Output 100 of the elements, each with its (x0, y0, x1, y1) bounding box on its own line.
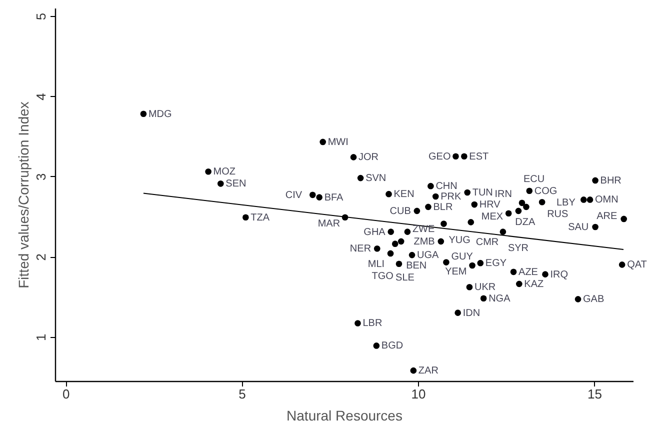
annotation: CIV (285, 190, 302, 201)
annotation: KEN (394, 189, 414, 200)
annotation: GAB (583, 294, 604, 306)
point (387, 250, 394, 257)
annotation: EGY (485, 258, 507, 270)
point (388, 228, 394, 235)
point (414, 208, 420, 214)
annotation: CMR (476, 237, 499, 248)
y-tick-label: 1 (34, 334, 48, 341)
annotation: TGO (372, 270, 394, 282)
annotation: BFA (324, 192, 344, 204)
point (428, 182, 434, 190)
annotation: ZAR (418, 366, 438, 377)
annotation: ZMB (414, 236, 436, 248)
annotation: MEX (481, 211, 504, 222)
annotation: TUN (472, 187, 493, 198)
point (320, 138, 326, 146)
annotation: YEM (445, 266, 467, 278)
point (538, 198, 546, 206)
point (438, 238, 444, 245)
point (464, 189, 471, 196)
point (373, 342, 380, 349)
point (518, 200, 526, 206)
annotation: BEN (406, 260, 427, 272)
point (452, 153, 459, 160)
x-tick-label: 15 (587, 386, 602, 402)
point (374, 245, 380, 252)
y-tick-label: 5 (34, 12, 48, 20)
annotation: GHA (364, 226, 386, 238)
point (516, 280, 522, 288)
annotation: BHR (600, 175, 622, 186)
annotation: JOR (358, 152, 379, 164)
annotation: MLI (368, 258, 385, 270)
point (217, 180, 224, 187)
point (425, 204, 432, 210)
point (354, 320, 361, 326)
x-tick-label: 10 (411, 386, 426, 402)
point (408, 252, 416, 258)
annotation: NER (350, 244, 372, 255)
point (618, 262, 626, 268)
annotation: IRN (494, 188, 512, 200)
annotation: CUB (390, 206, 412, 217)
annotation: UKR (474, 282, 496, 294)
annotation: SAU (568, 222, 589, 233)
point (592, 224, 598, 230)
point (477, 260, 484, 266)
point (505, 210, 512, 217)
annotation: CHN (436, 181, 458, 192)
point (620, 216, 627, 222)
point (316, 194, 322, 200)
point (350, 154, 357, 160)
point (471, 201, 478, 208)
annotation: SYR (508, 242, 529, 254)
annotation: EST (469, 151, 489, 162)
point (510, 268, 517, 276)
point (205, 168, 212, 175)
annotation: BGD (381, 340, 404, 352)
annotation: MOZ (213, 166, 236, 178)
point (404, 228, 411, 235)
point (592, 177, 598, 184)
annotation: MWI (328, 136, 348, 148)
annotation: AZE (518, 266, 538, 278)
annotation: HRV (479, 200, 501, 211)
y-tick-label: 2 (34, 254, 48, 261)
point (242, 214, 249, 221)
point (396, 260, 402, 268)
annotation: IDN (462, 308, 480, 319)
annotation: UGA (417, 250, 440, 262)
annotation: DZA (515, 216, 536, 228)
point (468, 219, 474, 226)
point (469, 262, 476, 269)
annotation: TZA (250, 212, 270, 224)
point (440, 220, 447, 227)
x-axis-title: Natural Resources (286, 408, 402, 424)
point (542, 271, 548, 278)
annotation: LBY (556, 198, 576, 209)
annotation: COG (534, 186, 558, 197)
point (410, 367, 417, 374)
annotation: OMN (595, 194, 618, 206)
point (392, 240, 398, 247)
annotation: QAT (627, 260, 647, 271)
point (574, 296, 582, 302)
point (515, 208, 522, 214)
y-tick-label: 3 (34, 173, 48, 181)
annotation: BLR (433, 202, 453, 213)
annotation: SVN (366, 173, 386, 184)
annotation: KAZ (524, 278, 544, 290)
point (466, 284, 473, 290)
point (523, 204, 530, 210)
point (309, 192, 316, 198)
annotation: YUG (448, 234, 471, 246)
annotation: ZWE (412, 224, 435, 235)
annotation: IRQ (550, 269, 568, 280)
point (443, 259, 450, 266)
point (480, 295, 487, 302)
y-tick-label: 4 (34, 93, 48, 100)
annotation: RUS (547, 209, 569, 220)
x-tick-label: 5 (238, 386, 246, 402)
annotation: SEN (226, 178, 246, 190)
annotation: ECU (523, 174, 545, 185)
